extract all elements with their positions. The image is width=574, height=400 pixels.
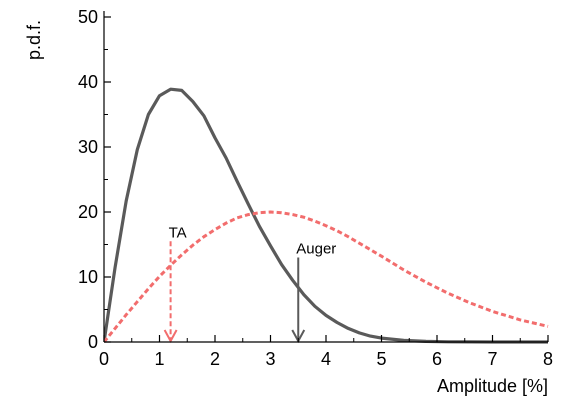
y-tick-label: 50	[78, 7, 98, 27]
x-tick-label: 8	[543, 349, 553, 369]
annotation-label-2: Auger	[296, 241, 336, 258]
y-axis-title: p.d.f.	[24, 20, 44, 60]
x-tick-label: 0	[99, 349, 109, 369]
annotations: TA Auger	[163, 224, 336, 344]
x-tick-label: 3	[265, 349, 275, 369]
y-tick-label: 20	[78, 202, 98, 222]
y-tick-label: 30	[78, 137, 98, 157]
x-tick-label: 2	[210, 349, 220, 369]
y-tick-label: 0	[88, 332, 98, 352]
x-axis-title: Amplitude [%]	[437, 376, 548, 396]
x-tick-label: 6	[432, 349, 442, 369]
curves	[104, 87, 549, 344]
y-tick-label: 10	[78, 267, 98, 287]
x-tick-label: 1	[154, 349, 164, 369]
series-line-1	[104, 87, 548, 344]
ticks: 0 1 2 3 4 5 6 7 8 0 10 20 30 40 50	[78, 7, 553, 369]
annotation-label-1: TA	[169, 224, 187, 241]
x-tick-label: 4	[321, 349, 331, 369]
annotation-arrowhead-1	[163, 329, 178, 344]
x-tick-label: 5	[376, 349, 386, 369]
y-tick-label: 40	[78, 72, 98, 92]
series-line-2	[104, 210, 549, 343]
x-tick-label: 7	[487, 349, 497, 369]
